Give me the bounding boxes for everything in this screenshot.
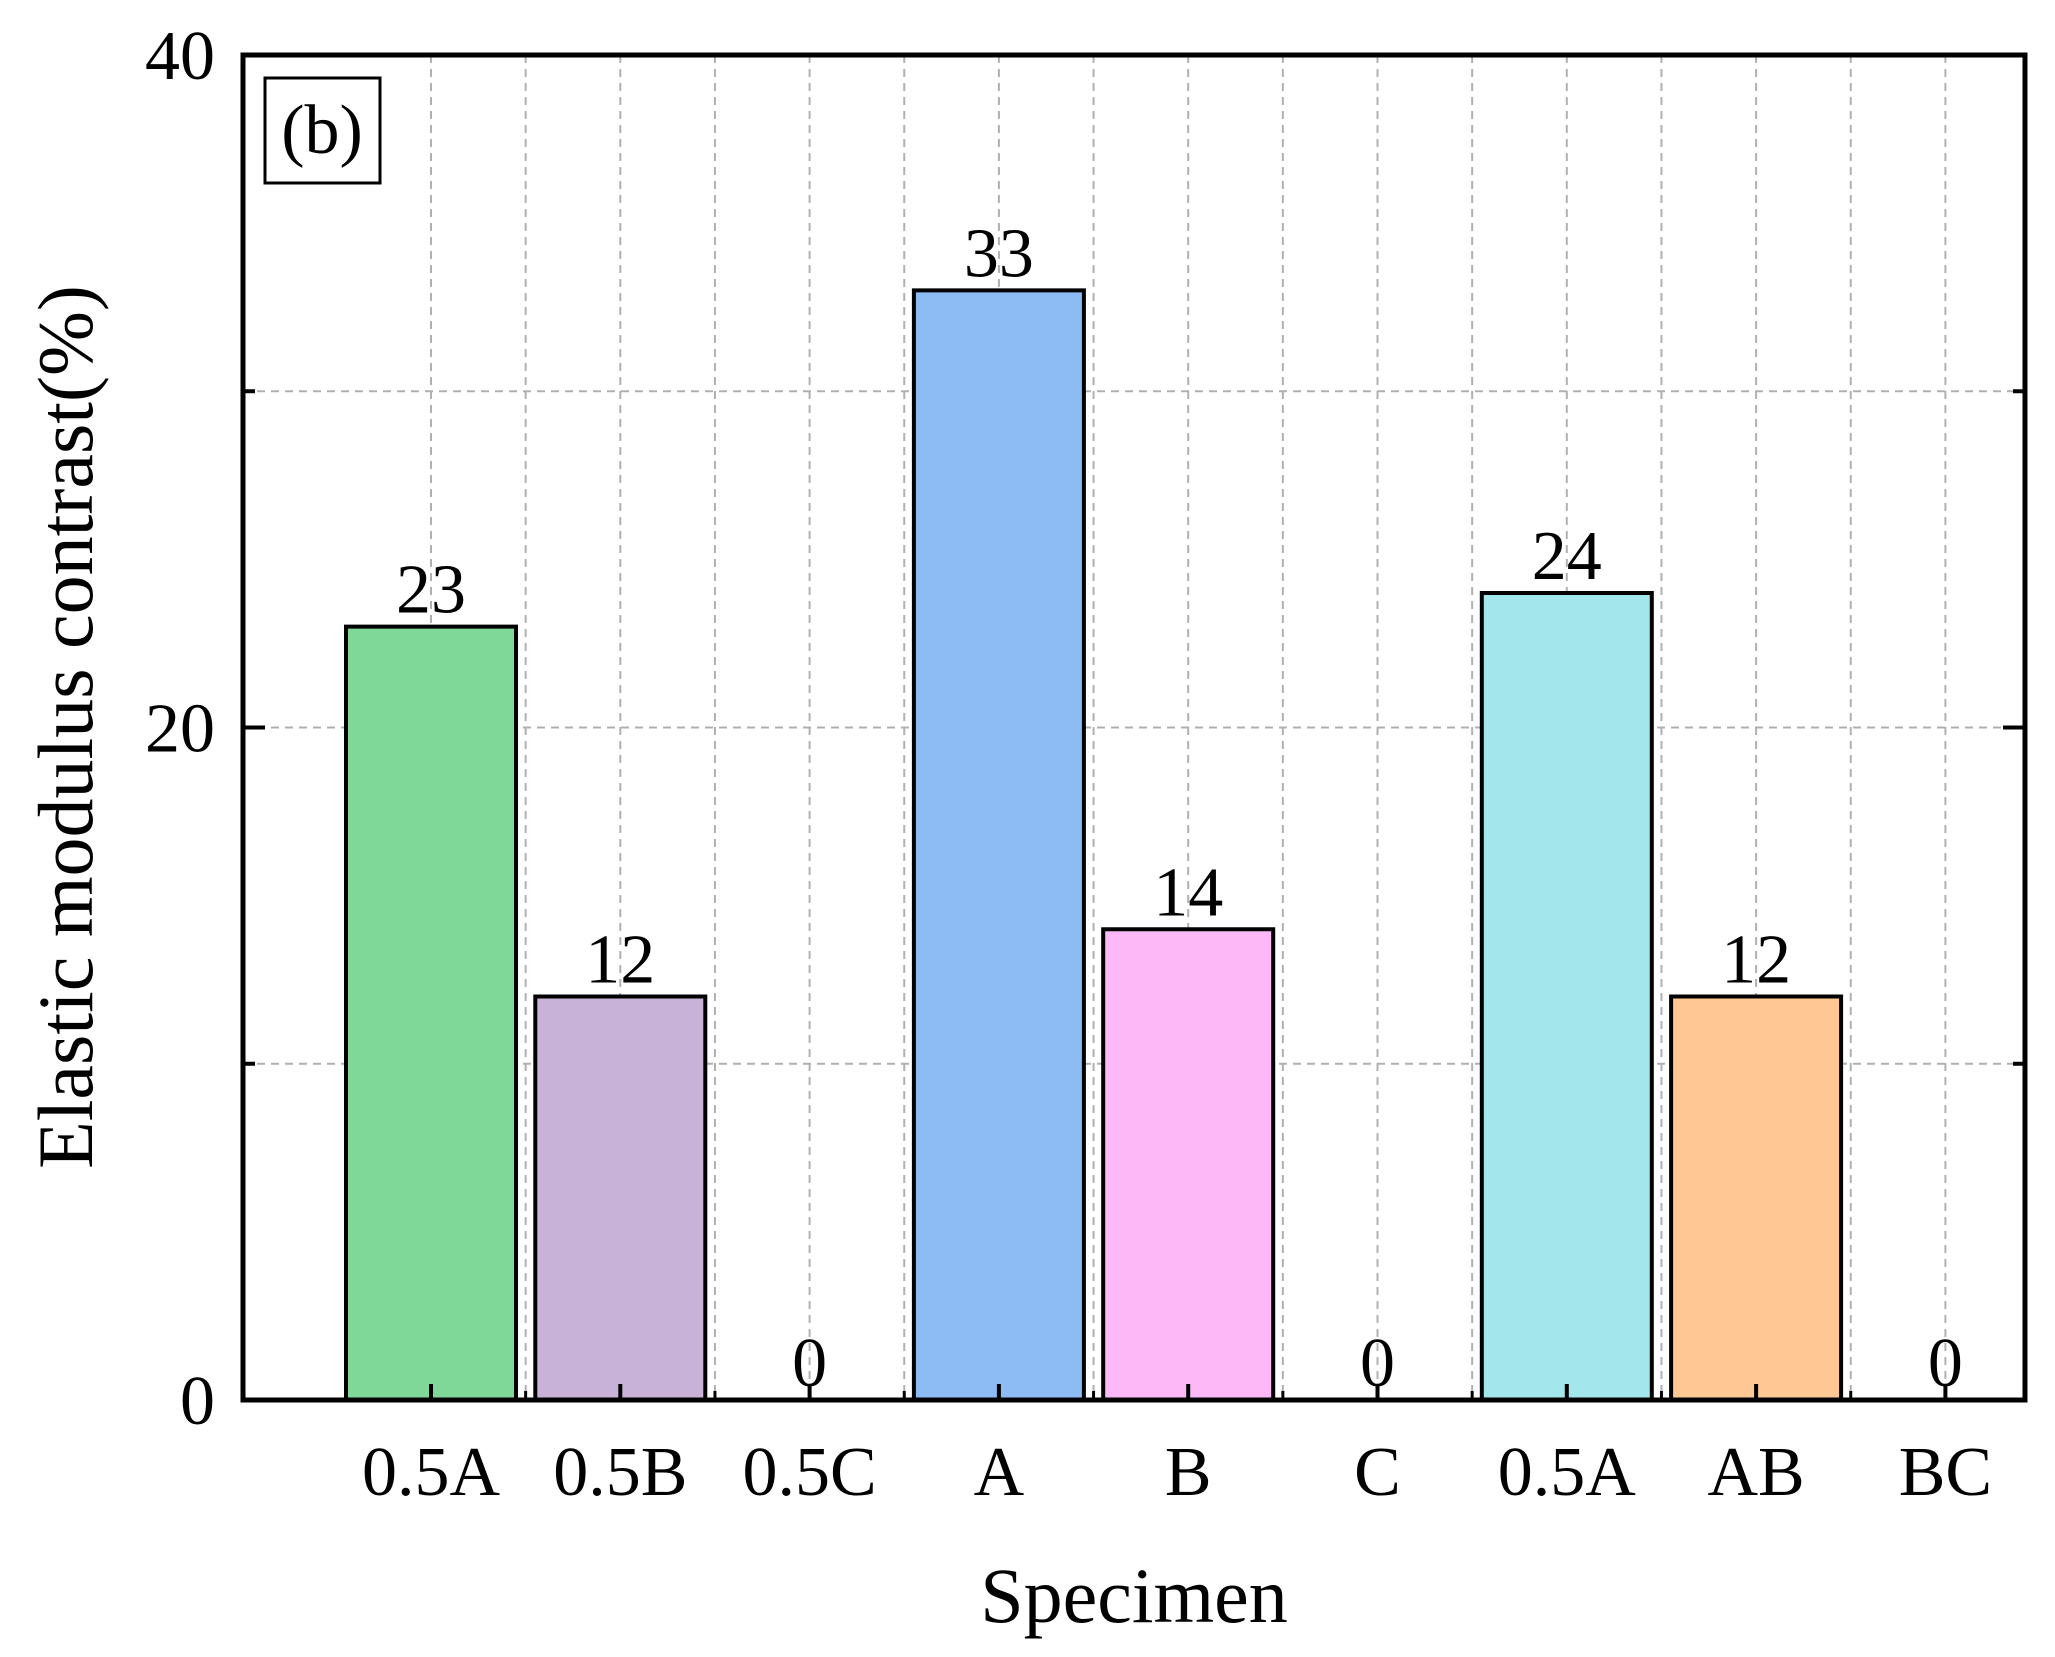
x-tick-labels: 0.5A 0.5B 0.5C A B C 0.5A AB BC [362, 1434, 1992, 1511]
panel-label: (b) [281, 92, 363, 169]
axis-ticks [243, 53, 2025, 1402]
bar-value-label: 14 [1153, 854, 1223, 931]
bar-0-5b-1 [533, 994, 708, 1402]
bar-a-3 [911, 288, 1086, 1402]
y-tick-label: 40 [145, 18, 215, 95]
bar-value-label: 24 [1532, 518, 1602, 595]
bar-0-5a-6 [1479, 591, 1654, 1402]
x-tick-label: 0.5A [1498, 1434, 1637, 1511]
x-tick-label: 0.5A [362, 1434, 501, 1511]
y-axis-title: Elastic modulus contrast(%) [22, 285, 109, 1169]
x-tick-label: A [974, 1434, 1025, 1511]
y-tick-label: 0 [180, 1363, 215, 1440]
x-axis-title: Specimen [980, 1552, 1288, 1639]
bars [344, 288, 1844, 1402]
bar-0-5a-0 [344, 624, 518, 1402]
x-tick-label: BC [1899, 1434, 1992, 1511]
bar-value-label: 12 [1721, 922, 1791, 999]
x-tick-label: AB [1707, 1434, 1804, 1511]
bar-value-label: 12 [585, 922, 655, 999]
panel-label-box: (b) [263, 76, 382, 185]
x-tick-label: C [1354, 1434, 1401, 1511]
y-tick-label: 20 [145, 691, 215, 768]
bar-value-label: 23 [396, 552, 466, 629]
bar-value-label: 33 [964, 215, 1034, 292]
bar-b-4 [1101, 927, 1276, 1402]
x-tick-label: B [1165, 1434, 1212, 1511]
x-tick-label: 0.5B [553, 1434, 687, 1511]
y-tick-labels: 0 20 40 [145, 18, 215, 1440]
bar-ab-7 [1669, 994, 1844, 1402]
x-tick-label: 0.5C [742, 1434, 876, 1511]
